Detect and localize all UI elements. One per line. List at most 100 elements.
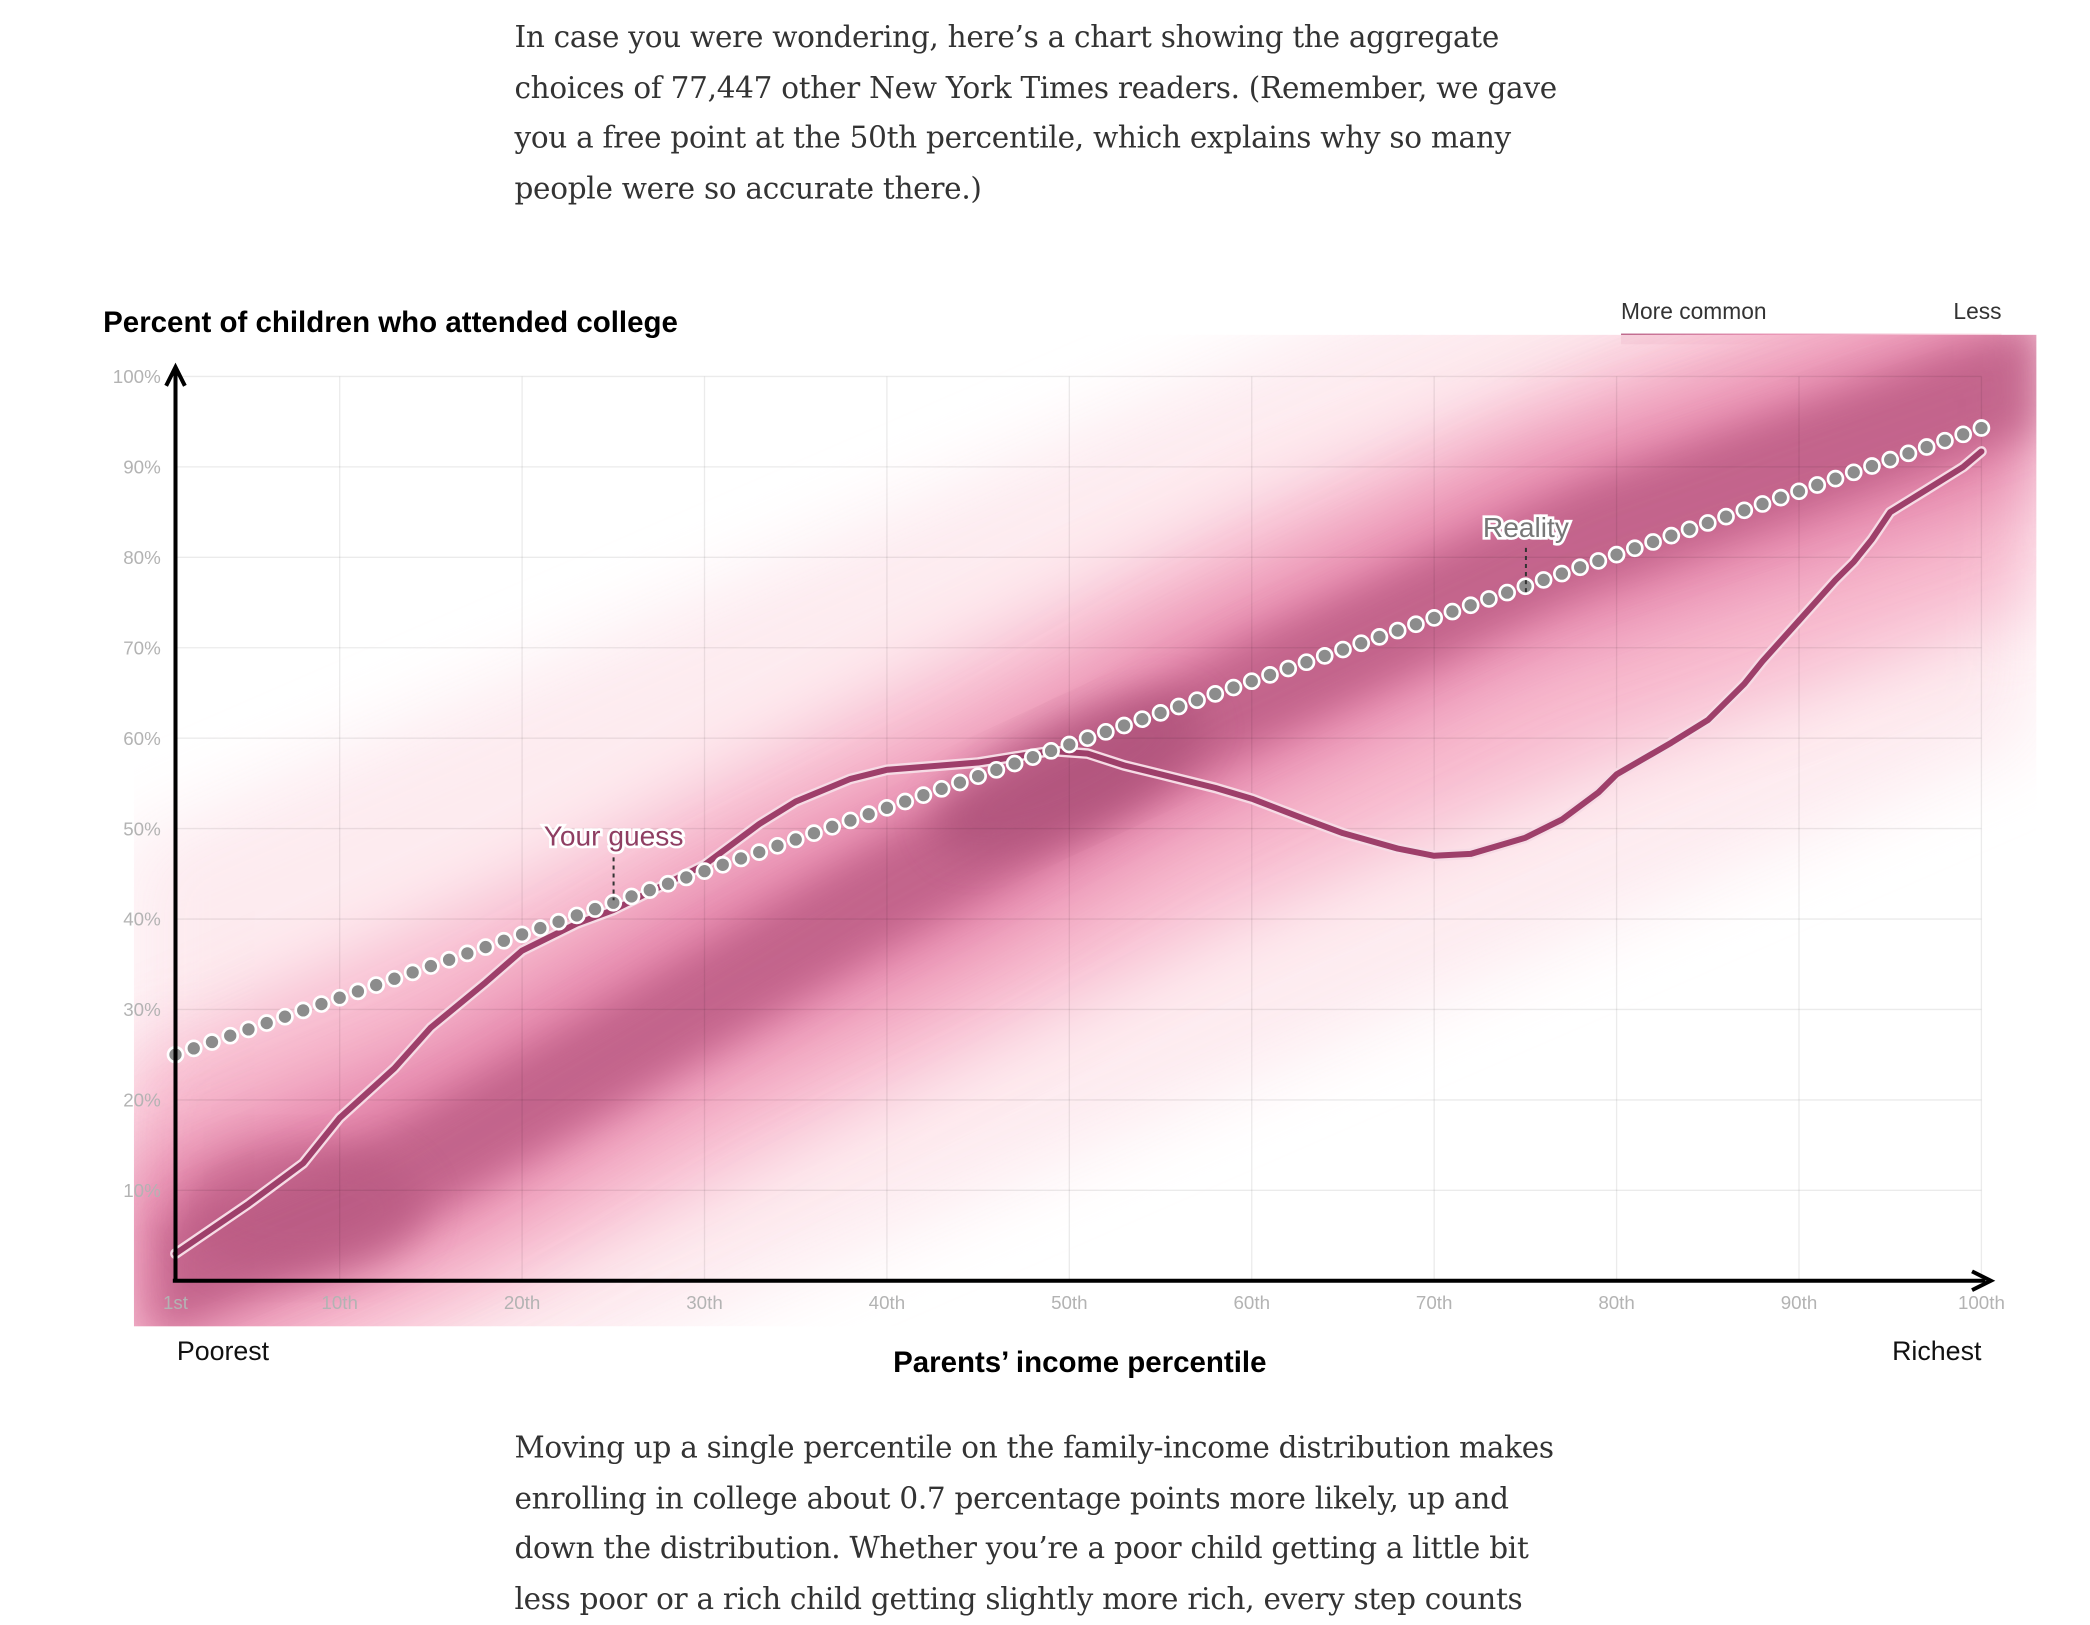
reality-dot xyxy=(713,855,732,874)
reality-dot xyxy=(221,1026,240,1045)
reality-dot xyxy=(1662,526,1681,545)
reality-dot xyxy=(1461,596,1480,615)
intro-line: you a free point at the 50th percentile,… xyxy=(514,121,1511,156)
reality-dot xyxy=(1261,666,1279,684)
density-region-peak xyxy=(157,334,2037,1327)
reality-dot xyxy=(1352,634,1371,653)
reality-dot xyxy=(1863,457,1881,475)
reality-dot xyxy=(1735,501,1754,520)
reality-dot xyxy=(1443,602,1462,621)
reality-dot xyxy=(1607,545,1626,564)
reality-dot xyxy=(257,1014,276,1032)
axes xyxy=(164,362,1996,1292)
y-tick-label: 20% xyxy=(123,1090,161,1111)
x-tick-label: 90th xyxy=(1781,1292,1817,1313)
reality-dot xyxy=(932,779,951,798)
reality-dot xyxy=(1480,590,1498,608)
reality-dot xyxy=(604,893,623,912)
x-tick-label: 80th xyxy=(1598,1292,1635,1313)
your-guess-series xyxy=(170,446,1987,1260)
reality-dot xyxy=(1206,685,1225,703)
reality-dot xyxy=(203,1033,221,1051)
legend-less-label: Less xyxy=(1953,298,2001,324)
x-tick-label: 50th xyxy=(1051,1292,1088,1313)
reality-dot xyxy=(1954,425,1973,444)
reality-dot xyxy=(659,874,677,893)
reality-dot xyxy=(1881,450,1900,469)
density-region-low xyxy=(182,1141,424,1276)
reality-dot xyxy=(1625,539,1644,558)
outro-line: Moving up a single percentile on the fam… xyxy=(514,1432,1554,1466)
x-axis-ticks: 1st 10th 20th 30th 40th 50th 60th 70th 80th 90th 1… xyxy=(163,1292,2005,1313)
reality-dot xyxy=(1370,628,1389,646)
reality-dot xyxy=(1844,463,1863,482)
y-tick-label: 60% xyxy=(123,728,161,749)
reality-dot xyxy=(1516,577,1535,596)
reality-dot xyxy=(330,988,349,1007)
reality-dot xyxy=(969,767,987,785)
reality-dot xyxy=(1279,659,1298,678)
reality-dot xyxy=(1498,583,1516,602)
reality-dot xyxy=(531,919,550,937)
annotations: Reality Your guess xyxy=(541,510,1572,901)
y-tick-label: 100% xyxy=(113,366,161,387)
reality-dot xyxy=(1334,640,1352,659)
reality-dot xyxy=(513,925,531,944)
x-tick-label: 60th xyxy=(1234,1292,1271,1313)
your-guess-line xyxy=(172,448,1985,1257)
reality-dot xyxy=(1589,552,1608,570)
reality-dot xyxy=(1024,748,1042,767)
reality-dot xyxy=(1133,710,1152,729)
reality-dot xyxy=(823,817,842,836)
reality-dot xyxy=(987,760,1006,779)
reality-dot xyxy=(586,900,604,918)
reality-dot xyxy=(951,773,969,792)
y-tick-label: 70% xyxy=(123,637,161,658)
reality-dot xyxy=(567,906,586,925)
outro-paragraph: Moving up a single percentile on the fam… xyxy=(514,1424,1586,1625)
x-axis-arrow xyxy=(1971,1269,1996,1292)
reality-dot xyxy=(1899,444,1918,463)
reality-dot xyxy=(750,843,769,861)
intro-line: people were so accurate there.) xyxy=(514,172,982,206)
reality-dot xyxy=(1060,735,1079,754)
reality-dot xyxy=(1753,495,1772,513)
reality-dot xyxy=(841,811,860,830)
reality-dot xyxy=(1096,723,1115,741)
reality-dot xyxy=(622,887,641,906)
reality-dot xyxy=(896,792,915,811)
reality-dot xyxy=(859,805,878,823)
legend-more-label: More common xyxy=(1621,298,1767,324)
reality-dot xyxy=(495,931,513,950)
reality-dot xyxy=(805,824,823,842)
reality-dot xyxy=(1808,476,1827,494)
intro-line: choices of 77,447 other New York Times r… xyxy=(514,71,1557,106)
chart-title: Percent of children who attended college xyxy=(103,306,678,339)
x-tick-label: 70th xyxy=(1416,1292,1453,1313)
outro-line: less poor or a rich child getting slight… xyxy=(514,1582,1523,1617)
reality-dot xyxy=(1698,514,1717,532)
reality-dot xyxy=(422,957,440,975)
reality-dot xyxy=(1407,615,1425,634)
reality-dot xyxy=(239,1020,258,1039)
x-tick-label: 10th xyxy=(321,1292,358,1313)
x-end-label-poorest: Poorest xyxy=(177,1336,270,1366)
reality-dot xyxy=(1151,704,1170,722)
intro-line: In case you were wondering, here’s a cha… xyxy=(514,21,1500,55)
reality-dot xyxy=(367,976,385,994)
reality-dot xyxy=(294,1001,313,1020)
reality-dot xyxy=(476,938,495,956)
reality-dot xyxy=(403,963,422,982)
reality-dot xyxy=(1005,754,1024,773)
reality-dot xyxy=(1936,431,1954,450)
density-region-50th xyxy=(933,695,1205,854)
annotation-reality: Reality xyxy=(1483,512,1569,543)
reality-dot xyxy=(878,798,896,817)
reality-dot xyxy=(1972,419,1991,437)
reality-dot xyxy=(1553,564,1571,583)
reality-dot xyxy=(732,849,750,868)
reality-dot xyxy=(184,1039,203,1058)
outro-line: enrolling in college about 0.7 percentag… xyxy=(514,1482,1509,1516)
college-attendance-chart: Percent of children who attended college… xyxy=(103,298,2037,1379)
